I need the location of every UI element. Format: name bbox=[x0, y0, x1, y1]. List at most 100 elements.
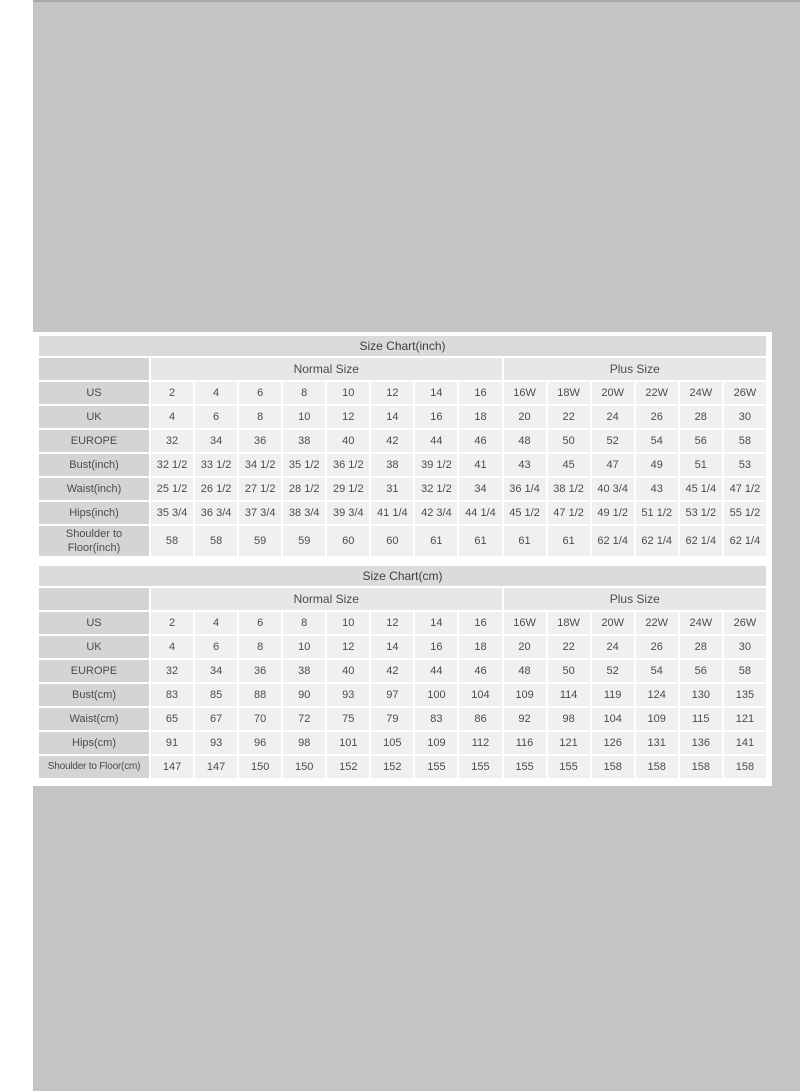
size-row: Waist(inch) 25 1/2 26 1/2 27 1/2 28 1/2 29 1/… bbox=[39, 478, 766, 500]
size-value-cell: 16 bbox=[459, 612, 502, 634]
size-value-cell: 53 1/2 bbox=[679, 502, 722, 524]
size-value-cell: 49 bbox=[635, 454, 678, 476]
size-value-cell: 24W bbox=[679, 612, 722, 634]
size-value-cell: 26W bbox=[723, 382, 766, 404]
size-value-cell: 147 bbox=[151, 756, 194, 778]
size-value-cell: 45 1/2 bbox=[503, 502, 546, 524]
size-value-cell: 141 bbox=[723, 732, 766, 754]
size-value-cell: 38 bbox=[283, 660, 326, 682]
size-value-cell: 27 1/2 bbox=[239, 478, 282, 500]
size-row: Bust(cm) 83 85 88 90 93 97 100 104 109 114 119 124 13… bbox=[39, 684, 766, 706]
size-value-cell: 49 1/2 bbox=[591, 502, 634, 524]
size-value-cell: 28 1/2 bbox=[283, 478, 326, 500]
size-value-cell: 109 bbox=[415, 732, 458, 754]
size-value-cell: 36 bbox=[239, 430, 282, 452]
size-value-cell: 119 bbox=[591, 684, 634, 706]
size-row: UK 4 6 8 10 12 14 16 18 20 22 24 26 28 30 bbox=[39, 406, 766, 428]
size-row: US 2 4 6 8 10 12 14 16 16W 18W 20W 22W 24W 26W bbox=[39, 382, 766, 404]
size-value-cell: 109 bbox=[503, 684, 546, 706]
size-value-cell: 114 bbox=[547, 684, 590, 706]
size-value-cell: 12 bbox=[327, 636, 370, 658]
size-value-cell: 20W bbox=[591, 612, 634, 634]
size-value-cell: 48 bbox=[503, 660, 546, 682]
size-value-cell: 75 bbox=[327, 708, 370, 730]
size-value-cell: 52 bbox=[591, 660, 634, 682]
size-value-cell: 86 bbox=[459, 708, 502, 730]
size-value-cell: 46 bbox=[459, 430, 502, 452]
size-value-cell: 105 bbox=[371, 732, 414, 754]
size-value-cell: 32 1/2 bbox=[415, 478, 458, 500]
size-value-cell: 22 bbox=[547, 406, 590, 428]
size-value-cell: 44 bbox=[415, 430, 458, 452]
size-value-cell: 12 bbox=[371, 382, 414, 404]
size-value-cell: 131 bbox=[635, 732, 678, 754]
size-value-cell: 150 bbox=[239, 756, 282, 778]
size-value-cell: 22W bbox=[635, 382, 678, 404]
size-value-cell: 40 bbox=[327, 660, 370, 682]
size-value-cell: 70 bbox=[239, 708, 282, 730]
size-value-cell: 100 bbox=[415, 684, 458, 706]
size-row: Hips(inch) 35 3/4 36 3/4 37 3/4 38 3/4 39 3/4… bbox=[39, 502, 766, 524]
size-value-cell: 150 bbox=[283, 756, 326, 778]
size-value-cell: 126 bbox=[591, 732, 634, 754]
size-value-cell: 61 bbox=[547, 526, 590, 556]
size-row: Hips(cm) 91 93 96 98 101 105 109 112 116 121 126 131… bbox=[39, 732, 766, 754]
size-value-cell: 58 bbox=[195, 526, 238, 556]
size-value-cell: 109 bbox=[635, 708, 678, 730]
size-value-cell: 48 bbox=[503, 430, 546, 452]
size-value-cell: 50 bbox=[547, 660, 590, 682]
size-value-cell: 62 1/4 bbox=[679, 526, 722, 556]
size-value-cell: 38 1/2 bbox=[547, 478, 590, 500]
size-value-cell: 34 bbox=[195, 660, 238, 682]
size-value-cell: 54 bbox=[635, 430, 678, 452]
size-value-cell: 26W bbox=[723, 612, 766, 634]
size-chart-inch-table: Normal Size Plus Size US 2 4 6 8 10 12 14 16 16W 18W… bbox=[37, 356, 768, 558]
size-value-cell: 10 bbox=[283, 636, 326, 658]
size-value-cell: 115 bbox=[679, 708, 722, 730]
size-value-cell: 72 bbox=[283, 708, 326, 730]
row-label-cell: Shoulder to Floor(inch) bbox=[39, 526, 149, 556]
size-value-cell: 50 bbox=[547, 430, 590, 452]
size-row: EUROPE 32 34 36 38 40 42 44 46 48 50 52 54 56 58 bbox=[39, 430, 766, 452]
size-value-cell: 83 bbox=[151, 684, 194, 706]
size-chart-inch-title: Size Chart(inch) bbox=[39, 336, 766, 356]
size-value-cell: 155 bbox=[459, 756, 502, 778]
size-value-cell: 155 bbox=[503, 756, 546, 778]
size-value-cell: 24W bbox=[679, 382, 722, 404]
size-value-cell: 16 bbox=[415, 636, 458, 658]
size-value-cell: 152 bbox=[327, 756, 370, 778]
size-value-cell: 130 bbox=[679, 684, 722, 706]
size-value-cell: 51 1/2 bbox=[635, 502, 678, 524]
size-value-cell: 96 bbox=[239, 732, 282, 754]
size-value-cell: 6 bbox=[195, 636, 238, 658]
size-value-cell: 38 3/4 bbox=[283, 502, 326, 524]
row-label-cell: Hips(cm) bbox=[39, 732, 149, 754]
size-value-cell: 16W bbox=[503, 382, 546, 404]
size-value-cell: 39 3/4 bbox=[327, 502, 370, 524]
size-value-cell: 67 bbox=[195, 708, 238, 730]
size-value-cell: 121 bbox=[723, 708, 766, 730]
size-value-cell: 26 1/2 bbox=[195, 478, 238, 500]
size-value-cell: 24 bbox=[591, 636, 634, 658]
size-value-cell: 16W bbox=[503, 612, 546, 634]
size-value-cell: 45 bbox=[547, 454, 590, 476]
size-value-cell: 4 bbox=[195, 612, 238, 634]
size-row: UK 4 6 8 10 12 14 16 18 20 22 24 26 28 30 bbox=[39, 636, 766, 658]
size-value-cell: 16 bbox=[415, 406, 458, 428]
size-value-cell: 90 bbox=[283, 684, 326, 706]
size-value-cell: 34 1/2 bbox=[239, 454, 282, 476]
size-value-cell: 39 1/2 bbox=[415, 454, 458, 476]
size-value-cell: 32 bbox=[151, 660, 194, 682]
size-value-cell: 158 bbox=[723, 756, 766, 778]
size-value-cell: 6 bbox=[195, 406, 238, 428]
size-value-cell: 8 bbox=[283, 612, 326, 634]
size-value-cell: 28 bbox=[679, 406, 722, 428]
size-value-cell: 61 bbox=[415, 526, 458, 556]
size-value-cell: 6 bbox=[239, 382, 282, 404]
size-value-cell: 52 bbox=[591, 430, 634, 452]
size-value-cell: 62 1/4 bbox=[723, 526, 766, 556]
size-value-cell: 56 bbox=[679, 430, 722, 452]
row-label-cell: UK bbox=[39, 406, 149, 428]
size-value-cell: 147 bbox=[195, 756, 238, 778]
size-value-cell: 8 bbox=[283, 382, 326, 404]
